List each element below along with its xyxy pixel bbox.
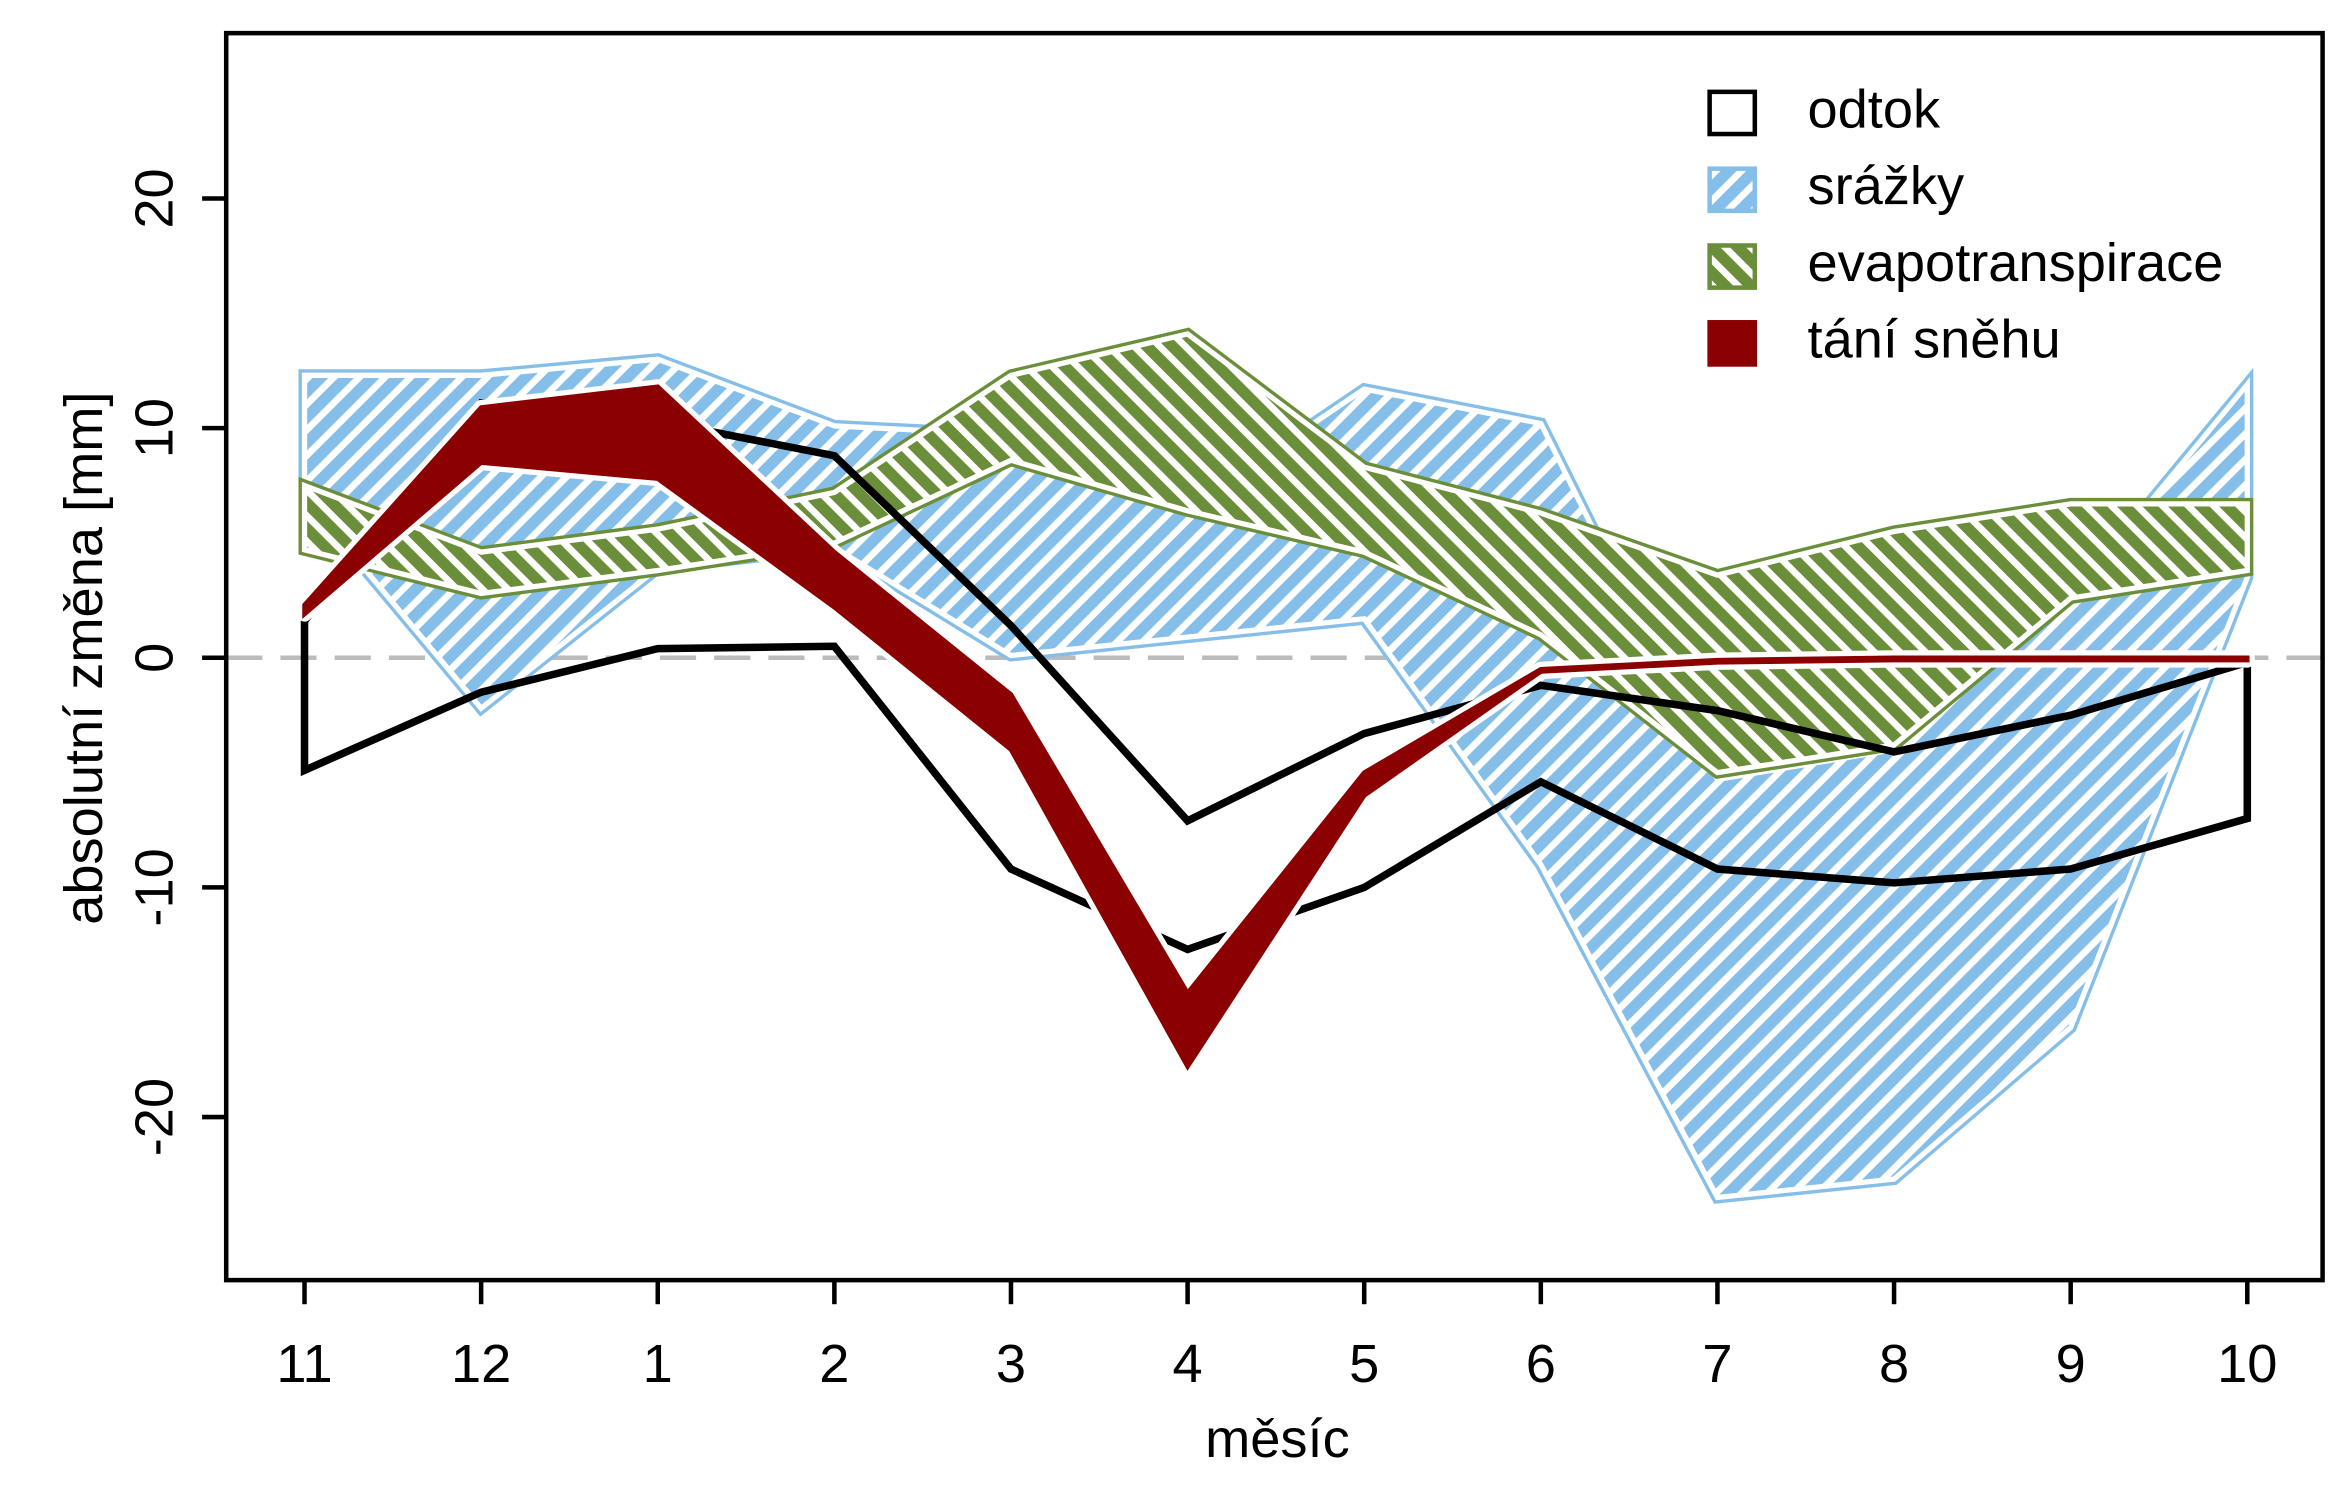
legend-label: srážky: [1808, 156, 1965, 216]
x-tick-label: 10: [2217, 1334, 2277, 1394]
legend: odtok srážky evapotranspirace tání sněhu: [1707, 79, 2224, 370]
y-tick-label: 0: [125, 643, 185, 673]
x-tick-label: 1: [643, 1334, 673, 1394]
legend-label: evapotranspirace: [1808, 233, 2224, 293]
y-axis-label: absolutní změna [mm]: [54, 392, 114, 925]
y-tick-label: -20: [125, 1078, 185, 1156]
x-tick-label: 4: [1173, 1334, 1203, 1394]
x-tick-label: 7: [1702, 1334, 1732, 1394]
y-tick-label: 20: [125, 168, 185, 228]
band: [302, 384, 2250, 1071]
x-tick-label: 11: [276, 1334, 332, 1394]
x-tick-label: 5: [1349, 1334, 1379, 1394]
x-axis-label: měsíc: [1205, 1409, 1350, 1469]
x-tick-label: 9: [2056, 1334, 2086, 1394]
legend-label: tání sněhu: [1808, 310, 2061, 370]
legend-swatch: [1707, 89, 1758, 137]
legend-swatch: [1707, 243, 1758, 290]
plot-area: [226, 327, 2323, 1204]
legend-label: odtok: [1808, 79, 1941, 139]
y-tick-label: 10: [125, 398, 185, 458]
legend-swatch: [1707, 166, 1758, 214]
band: [300, 398, 2252, 954]
x-tick-label: 12: [451, 1334, 511, 1394]
x-tick-label: 6: [1526, 1334, 1556, 1394]
y-tick-label: -10: [125, 848, 185, 926]
x-tick-label: 8: [1879, 1334, 1909, 1394]
legend-swatch: [1707, 320, 1758, 367]
x-tick-label: 3: [996, 1334, 1026, 1394]
x-tick-label: 2: [819, 1334, 849, 1394]
